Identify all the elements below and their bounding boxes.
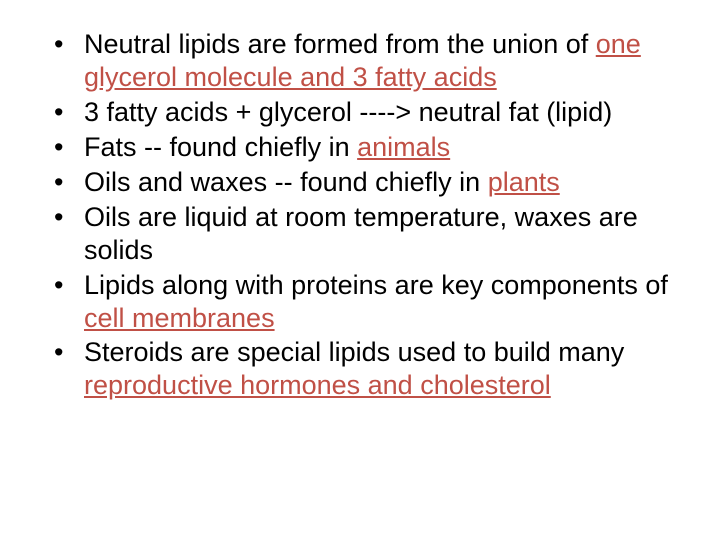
list-item: Lipids along with proteins are key compo…	[78, 269, 680, 335]
slide: Neutral lipids are formed from the union…	[0, 0, 720, 540]
bullet-text-highlight: animals	[357, 132, 450, 162]
bullet-text-pre: Fats -- found chiefly in	[84, 132, 357, 162]
bullet-text-pre: Neutral lipids are formed from the union…	[84, 29, 596, 59]
list-item: Fats -- found chiefly in animals	[78, 131, 680, 164]
bullet-text-highlight: plants	[488, 167, 560, 197]
bullet-text-pre: Oils are liquid at room temperature, wax…	[84, 202, 638, 265]
list-item: Oils are liquid at room temperature, wax…	[78, 201, 680, 267]
list-item: Steroids are special lipids used to buil…	[78, 336, 680, 402]
bullet-text-highlight: reproductive hormones and cholesterol	[84, 370, 551, 400]
bullet-text-pre: Steroids are special lipids used to buil…	[84, 337, 624, 367]
bullet-text-pre: Lipids along with proteins are key compo…	[84, 270, 668, 300]
list-item: Neutral lipids are formed from the union…	[78, 28, 680, 94]
list-item: 3 fatty acids + glycerol ----> neutral f…	[78, 96, 680, 129]
list-item: Oils and waxes -- found chiefly in plant…	[78, 166, 680, 199]
bullet-text-pre: 3 fatty acids + glycerol ----> neutral f…	[84, 97, 612, 127]
bullet-list: Neutral lipids are formed from the union…	[40, 28, 680, 402]
bullet-text-pre: Oils and waxes -- found chiefly in	[84, 167, 488, 197]
bullet-text-highlight: cell membranes	[84, 303, 275, 333]
